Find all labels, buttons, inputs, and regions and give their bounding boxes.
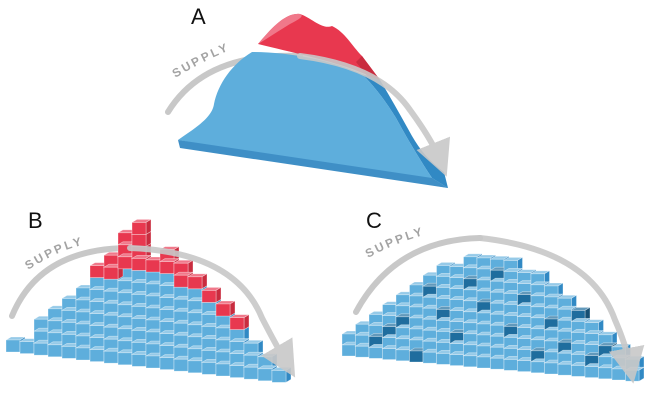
- cube-red: [130, 218, 153, 235]
- cube-red: [200, 286, 223, 303]
- cube-red: [228, 314, 251, 331]
- supply-arrow-c: [477, 235, 645, 384]
- supply-arrow-b: [127, 245, 296, 378]
- panel-label-b: B: [28, 208, 43, 233]
- cube-blue: [624, 366, 646, 382]
- red-excess-a-top: [258, 13, 302, 44]
- cube-stack-c: [340, 253, 646, 382]
- panel-a: A SUPPLY: [165, 4, 451, 188]
- panel-b: B SUPPLY: [4, 208, 296, 383]
- panel-label-a: A: [191, 4, 206, 29]
- cube-blue: [270, 366, 293, 383]
- cube-stack-b: [4, 218, 293, 383]
- panel-c: C SUPPLY: [340, 208, 646, 384]
- supply-arrow-c-tail: [353, 235, 483, 315]
- supply-arrow-a: [297, 53, 451, 177]
- cube-red: [186, 273, 209, 290]
- supply-arrow-b-tail: [9, 245, 133, 319]
- blue-body-a: [178, 52, 448, 188]
- blue-bottom-a: [178, 140, 448, 188]
- panel-label-c: C: [366, 208, 382, 233]
- cube-red: [214, 300, 237, 317]
- red-excess-a: [258, 13, 380, 81]
- supply-label-a: SUPPLY: [170, 40, 232, 81]
